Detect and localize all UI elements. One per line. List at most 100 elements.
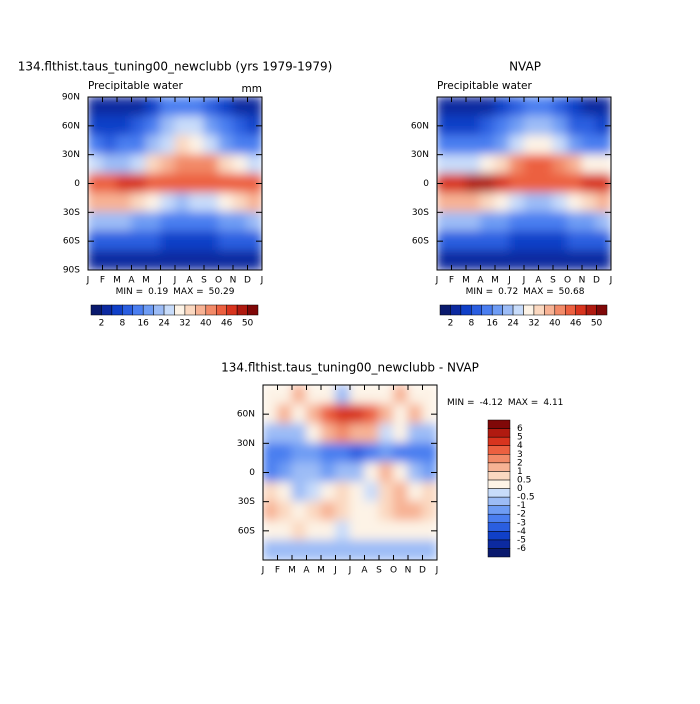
cell [494,134,510,156]
y-tick-label: 60S [238,526,255,536]
colorbar-box [142,304,154,316]
cell [88,192,103,213]
min-max-part: MIN = [466,287,494,297]
y-tick-label: 30N [62,150,80,160]
cell [596,173,611,194]
cell [145,115,161,136]
cell [581,154,597,175]
cell [247,154,262,175]
units: mm [242,83,262,95]
plot-area [437,97,611,270]
colorbar-label: 40 [200,319,212,329]
min-max-part: 4.11 [543,398,563,408]
x-tick-label: J [86,276,90,286]
cell [203,115,219,136]
cell [364,501,380,522]
cell [306,442,322,464]
cell [189,173,205,194]
colorbar-box [487,445,511,455]
colorbar-box [487,522,511,532]
cell [145,250,161,270]
cell [131,173,147,194]
cell [552,231,568,252]
colorbar-box [450,304,462,316]
cell [494,231,510,252]
cell [596,250,611,270]
cell [349,481,365,503]
colorbar-label: 4 [517,441,523,451]
cell [291,442,307,464]
cell [378,423,394,444]
colorbar-label: -0.5 [517,493,535,503]
y-tick-label: 30S [412,208,429,218]
cell [88,211,103,233]
cell [552,250,568,270]
cell [88,154,103,175]
cell [538,115,554,136]
cell [263,423,278,444]
x-tick-label: J [522,276,526,286]
cell [567,192,583,213]
cell [232,250,248,270]
min-max-part: MAX = [508,398,539,408]
cell [335,423,351,444]
panel-title: 134.flthist.taus_tuning00_newclubb - NVA… [221,361,479,375]
cell [189,115,205,136]
colorbar-box [565,304,576,316]
cell [335,540,351,560]
cell [145,231,161,252]
cell [116,211,132,233]
cell [393,481,409,503]
cell [364,423,380,444]
cell [509,192,525,213]
colorbar-label: 5 [517,433,523,443]
cell [306,540,322,560]
cell [378,520,394,542]
cell [160,134,176,156]
colorbar-box [533,304,545,316]
cell [203,231,219,252]
colorbar-box [247,304,259,316]
cell [349,423,365,444]
cell [277,481,293,503]
cell [552,134,568,156]
cell [306,481,322,503]
cell [378,481,394,503]
cell [407,462,423,483]
cell [160,173,176,194]
cell [523,115,539,136]
colorbar-label: 32 [528,319,539,329]
cell [306,520,322,542]
cell [263,540,278,560]
cell [263,403,278,425]
cell [174,134,190,156]
cell [509,154,525,175]
cell [335,481,351,503]
colorbar-box [122,304,133,316]
cell [320,481,336,503]
cell [277,520,293,542]
cell [277,442,293,464]
cell [102,250,118,270]
cell [247,97,262,117]
cell [116,154,132,175]
cell [145,97,161,117]
colorbar-box [236,304,248,316]
cell [538,154,554,175]
cell [451,97,467,117]
cell [232,231,248,252]
cell [596,97,611,117]
cell [102,115,118,136]
cell [189,250,205,270]
cell [349,442,365,464]
x-tick-label: M [491,276,499,286]
cell [538,231,554,252]
cell [596,192,611,213]
cell [523,250,539,270]
cell [232,173,248,194]
colorbar-label: -2 [517,510,526,520]
colorbar-label: 24 [158,319,170,329]
colorbar-label: -4 [517,527,526,537]
cell [116,134,132,156]
colorbar-box [216,304,227,316]
